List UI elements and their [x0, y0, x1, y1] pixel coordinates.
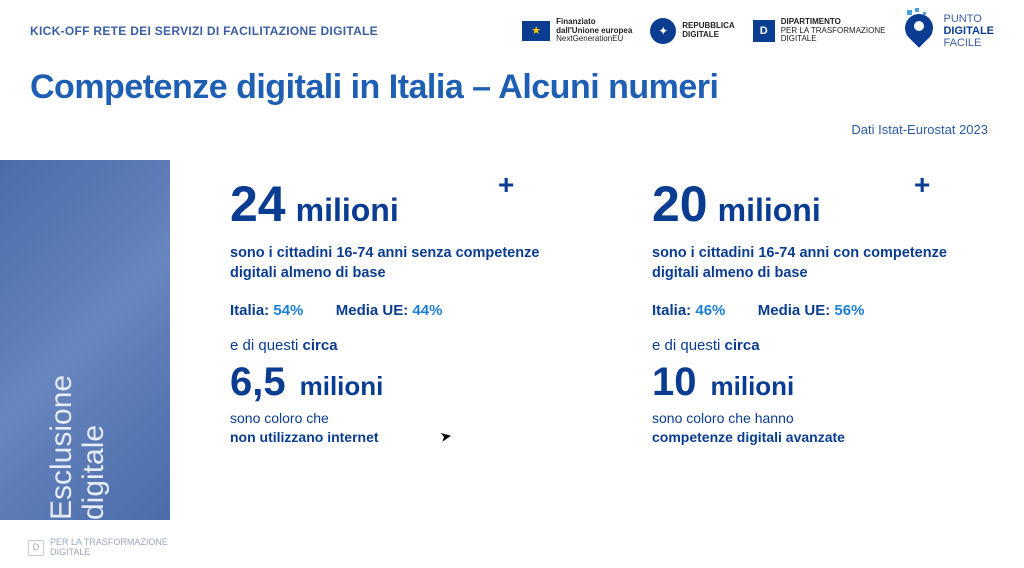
eu-line3: NextGenerationEU [556, 34, 623, 43]
italia-label-a: Italia: [230, 302, 269, 319]
plus-icon: + [498, 169, 514, 201]
repubblica-logo: ✦ REPUBBLICA DIGITALE [650, 18, 734, 44]
repubblica-text: REPUBBLICA DIGITALE [682, 22, 734, 40]
footer-logo-icon: D [28, 540, 44, 556]
ue-pct-a: 44% [412, 302, 442, 319]
stat-20-million: 20 milioni + [652, 175, 994, 233]
header: KICK-OFF RETE DEI SERVIZI DI FACILITAZIO… [0, 0, 1024, 50]
mid-value-a: 6,5 [230, 360, 286, 405]
mid-value-b: 10 [652, 360, 697, 405]
desc2-bold-a: non utilizzano internet [230, 429, 379, 445]
stat-10-million: 10 milioni [652, 360, 994, 405]
italy-emblem-icon: ✦ [650, 18, 676, 44]
punto-line1: PUNTO [943, 13, 981, 25]
mid-unit-b: milioni [711, 371, 795, 402]
connector-pre-a: e di questi [230, 337, 303, 354]
connector-pre-b: e di questi [652, 337, 725, 354]
big-unit-b: milioni [718, 192, 821, 229]
eu-logo: ★ Finanziato dall'Unione europea NextGen… [522, 18, 632, 44]
punto-line3: FACILE [943, 37, 981, 49]
dipartimento-logo: D DIPARTIMENTO PER LA TRASFORMAZIONE DIG… [753, 18, 886, 44]
kickoff-text: KICK-OFF RETE DEI SERVIZI DI FACILITAZIO… [30, 24, 450, 38]
footer-watermark: D PER LA TRASFORMAZIONE DIGITALE [28, 538, 168, 558]
desc2-pre-a: sono coloro che [230, 410, 329, 426]
column-without-skills: 24 milioni + sono i cittadini 16-74 anni… [230, 175, 572, 448]
italia-label-b: Italia: [652, 302, 691, 319]
footer-line1: PER LA TRASFORMAZIONE [50, 537, 168, 547]
ue-label-a: Media UE: [336, 302, 409, 319]
desc2-a: sono coloro che non utilizzano internet [230, 409, 572, 448]
dipartimento-text: DIPARTIMENTO PER LA TRASFORMAZIONE DIGIT… [781, 18, 886, 44]
connector-bold-a: circa [303, 337, 338, 354]
stat-6-5-million: 6,5 milioni [230, 360, 572, 405]
big-unit-a: milioni [296, 192, 399, 229]
punto-digitale-logo: PUNTO DIGITALE FACILE [903, 12, 994, 50]
rep-line1: REPUBBLICA [682, 21, 734, 30]
percent-row-a: Italia: 54% Media UE: 44% [230, 302, 572, 319]
eu-logo-text: Finanziato dall'Unione europea NextGener… [556, 18, 632, 44]
punto-line2: DIGITALE [943, 25, 994, 37]
italia-pct-b: 46% [695, 302, 725, 319]
side-line2: digitale [78, 160, 110, 520]
stat-columns: 24 milioni + sono i cittadini 16-74 anni… [230, 175, 994, 448]
connector-bold-b: circa [725, 337, 760, 354]
eu-flag-icon: ★ [522, 21, 550, 41]
dip-letter: D [760, 25, 768, 37]
mid-unit-a: milioni [300, 371, 384, 402]
punto-text: PUNTO DIGITALE FACILE [943, 13, 994, 49]
dip-line1: DIPARTIMENTO [781, 17, 841, 26]
rep-line2: DIGITALE [682, 30, 719, 39]
side-vertical-label: Esclusione digitale [46, 160, 109, 520]
footer-text: PER LA TRASFORMAZIONE DIGITALE [50, 538, 168, 558]
percent-row-b: Italia: 46% Media UE: 56% [652, 302, 994, 319]
column-with-skills: 20 milioni + sono i cittadini 16-74 anni… [652, 175, 994, 448]
desc2-b: sono coloro che hanno competenze digital… [652, 409, 994, 448]
desc-a: sono i cittadini 16-74 anni senza compet… [230, 243, 572, 284]
cursor-icon: ➤ [439, 427, 454, 446]
side-line1: Esclusione [45, 375, 78, 520]
page-title: Competenze digitali in Italia – Alcuni n… [0, 50, 1024, 107]
connector-a: e di questi circa [230, 337, 572, 354]
footer-line2: DIGITALE [50, 547, 90, 557]
logo-row: ★ Finanziato dall'Unione europea NextGen… [470, 12, 994, 50]
plus-icon: + [914, 169, 930, 201]
dipartimento-icon: D [753, 20, 775, 42]
desc-b: sono i cittadini 16-74 anni con competen… [652, 243, 994, 284]
connector-b: e di questi circa [652, 337, 994, 354]
stat-24-million: 24 milioni + [230, 175, 572, 233]
ue-pct-b: 56% [834, 302, 864, 319]
data-source: Dati Istat-Eurostat 2023 [851, 122, 988, 137]
ue-label-b: Media UE: [758, 302, 831, 319]
big-value-a: 24 [230, 175, 286, 233]
dip-line2: PER LA TRASFORMAZIONE [781, 26, 886, 35]
desc2-pre-b: sono coloro che hanno [652, 410, 794, 426]
big-value-b: 20 [652, 175, 708, 233]
desc2-bold-b: competenze digitali avanzate [652, 429, 845, 445]
footer-letter: D [33, 543, 40, 553]
map-pin-icon [903, 12, 935, 50]
italia-pct-a: 54% [273, 302, 303, 319]
dip-line3: DIGITALE [781, 34, 817, 43]
eu-line2: dall'Unione europea [556, 26, 632, 35]
eu-line1: Finanziato [556, 17, 596, 26]
